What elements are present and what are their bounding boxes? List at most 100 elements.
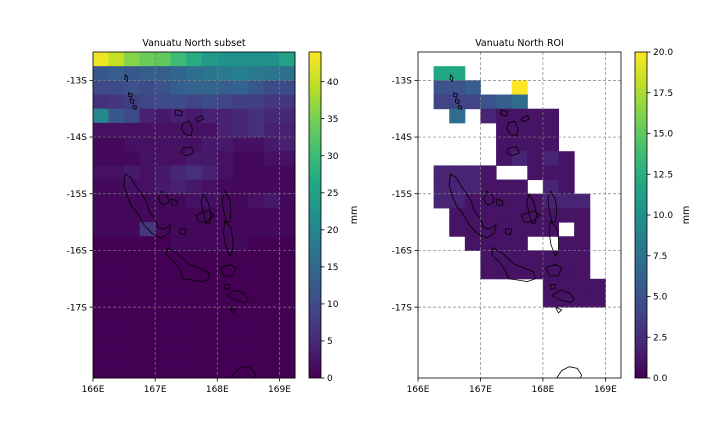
heatmap-cell — [170, 151, 187, 166]
heatmap-cell — [248, 80, 265, 96]
island-outline — [224, 284, 231, 290]
island-outline — [180, 120, 193, 137]
heatmap-cell — [279, 349, 296, 365]
heatmap-cell — [124, 108, 141, 124]
colorbar-tick-label: 7.5 — [653, 252, 667, 262]
heatmap-cell — [217, 207, 234, 223]
heatmap-cell — [279, 179, 296, 195]
heatmap-cell — [217, 278, 234, 294]
coastline-subset — [123, 73, 257, 378]
heatmap-cell — [139, 151, 156, 166]
heatmap-cell — [170, 108, 187, 124]
heatmap-cell — [496, 94, 513, 110]
island-outline — [200, 192, 212, 224]
x-axis-subset: 166E 167E 168E 169E — [82, 378, 291, 395]
heatmap-cell — [93, 292, 110, 308]
heatmap-cell — [155, 222, 172, 237]
heatmap-cell — [93, 151, 110, 166]
heatmap-cell — [108, 122, 125, 138]
heatmap-cell — [139, 222, 156, 237]
heatmap-cell — [248, 52, 265, 67]
heatmap-cell — [232, 207, 249, 223]
heatmap-cell — [186, 278, 203, 294]
heatmap-cell — [124, 137, 141, 152]
heatmap-cell — [232, 321, 249, 336]
heatmap-cell — [232, 94, 249, 110]
heatmap-cell — [93, 137, 110, 152]
heatmap-cell — [170, 349, 187, 365]
island-outline — [219, 264, 237, 277]
heatmap-cell — [511, 80, 528, 96]
chart-title-roi: Vanuatu North ROI — [475, 38, 564, 49]
heatmap-cell — [170, 193, 187, 209]
heatmap-cell — [217, 165, 234, 181]
heatmap-cell — [170, 66, 187, 81]
heatmap-cell — [170, 207, 187, 223]
heatmap-cell — [232, 278, 249, 294]
x-tick-label: 168E — [206, 385, 229, 395]
heatmap-cell — [279, 151, 296, 166]
heatmap-cell — [496, 179, 513, 195]
heatmap-cell — [496, 264, 513, 280]
heatmap-cell — [139, 264, 156, 280]
heatmap-cell — [170, 250, 187, 266]
heatmap-cell — [511, 94, 528, 110]
heatmap-cell — [155, 278, 172, 294]
heatmap-cell — [232, 179, 249, 195]
heatmap-cell — [108, 137, 125, 152]
y-axis-roi: -13S -14S -15S -16S -17S — [392, 77, 418, 313]
heatmap-cell — [232, 80, 249, 96]
heatmap-cell — [201, 108, 218, 124]
heatmap-cell — [542, 264, 560, 280]
heatmap-cell — [263, 363, 280, 379]
heatmap-cell — [232, 122, 249, 138]
heatmap-cell — [217, 52, 234, 67]
heatmap-cell — [480, 236, 497, 251]
heatmap-cell — [480, 222, 497, 237]
heatmap-cell — [139, 321, 156, 336]
island-outline — [132, 104, 137, 110]
heatmap-cell — [248, 193, 265, 209]
heatmap-cell — [279, 335, 296, 351]
heatmap-cell — [124, 94, 141, 110]
heatmap-cell — [186, 307, 203, 322]
heatmap-cell — [170, 236, 187, 251]
island-outline — [520, 210, 541, 223]
heatmap-cell — [542, 108, 560, 124]
heatmap-cell — [155, 52, 172, 67]
heatmap-cell — [248, 137, 265, 152]
heatmap-cell — [124, 151, 141, 166]
island-outline — [127, 92, 133, 98]
heatmap-cells-roi — [433, 66, 606, 308]
heatmap-cell — [232, 264, 249, 280]
heatmap-cell — [108, 80, 125, 96]
heatmap-cell — [201, 52, 218, 67]
colorbar-tick-label: 12.5 — [653, 170, 673, 180]
heatmap-cell — [527, 264, 544, 280]
heatmap-cell — [511, 122, 528, 138]
heatmap-cell — [464, 207, 481, 223]
heatmap-cell — [263, 52, 280, 67]
heatmap-cell — [139, 108, 156, 124]
island-outline — [195, 210, 215, 223]
heatmap-cell — [93, 179, 110, 195]
colorbar-tick-label: 40 — [327, 78, 339, 88]
heatmap-cell — [170, 222, 187, 237]
heatmap-cell — [93, 363, 110, 379]
heatmap-cell — [201, 179, 218, 195]
heatmap-cell — [232, 236, 249, 251]
heatmap-cell — [124, 236, 141, 251]
heatmap-cell — [263, 307, 280, 322]
heatmap-cell — [263, 165, 280, 181]
heatmap-cell — [108, 52, 125, 67]
colorbar-label-subset: mm — [349, 206, 360, 225]
heatmap-cell — [201, 292, 218, 308]
heatmap-cell — [108, 193, 125, 209]
heatmap-cell — [124, 193, 141, 209]
heatmap-cell — [449, 165, 466, 181]
heatmap-cell — [139, 179, 156, 195]
island-outline — [157, 190, 170, 206]
island-outline — [506, 120, 519, 137]
heatmap-cell — [232, 363, 249, 379]
heatmap-cell — [201, 222, 218, 237]
